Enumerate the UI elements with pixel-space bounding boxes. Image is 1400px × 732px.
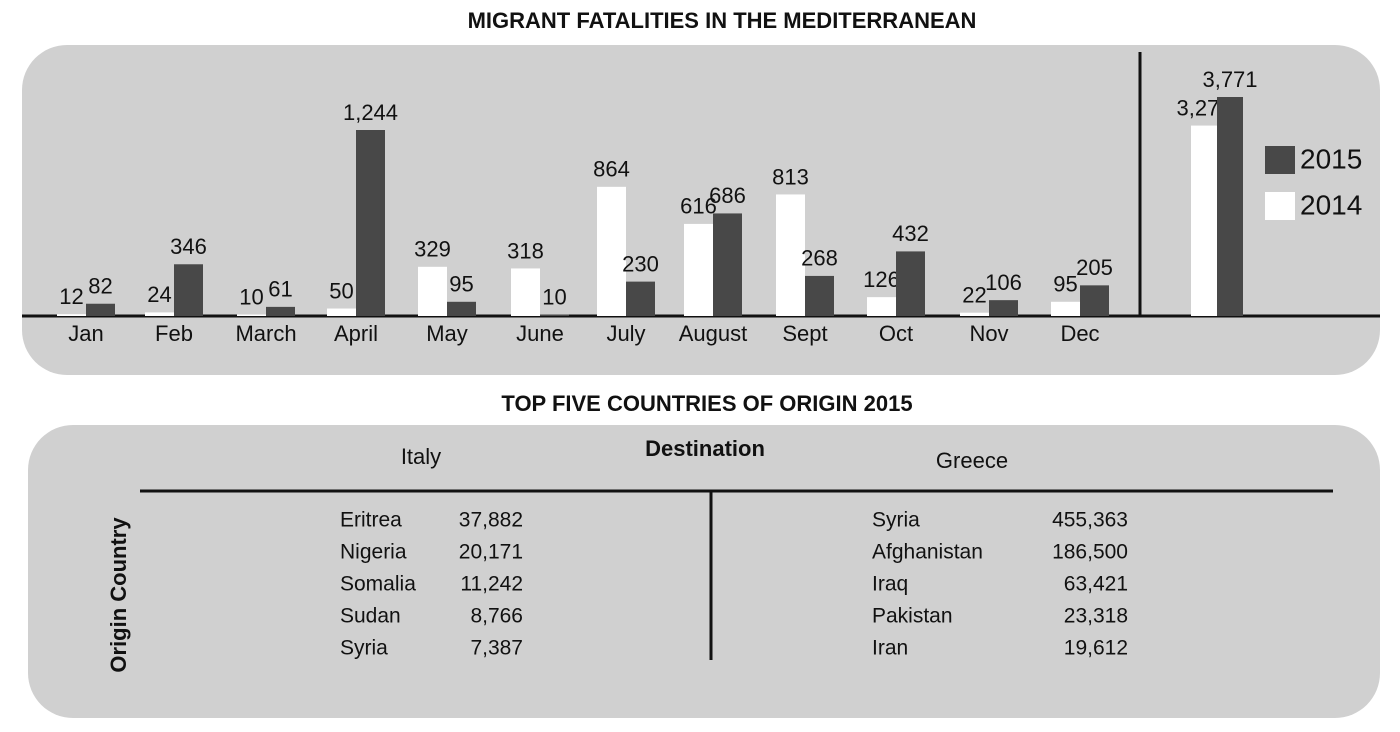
value-label: 268 [801,246,838,271]
migrant-count: 23,318 [1064,605,1128,628]
x-tick-label: May [426,321,468,346]
value-label: 329 [414,237,451,262]
bar [1217,97,1243,316]
legend-swatch [1265,192,1295,220]
bar [237,314,266,316]
row-header: Origin Country [106,517,131,673]
legend-label: 2015 [1300,143,1362,174]
origin-country: Afghanistan [872,541,983,564]
migrant-count: 19,612 [1064,637,1128,660]
migrant-count: 63,421 [1064,573,1128,596]
legend-label: 2014 [1300,189,1362,220]
origin-country: Nigeria [340,541,407,564]
bar [356,130,385,316]
value-label: 864 [593,157,630,182]
bar [867,297,896,316]
value-label: 82 [88,274,112,299]
table-title: TOP FIVE COUNTRIES OF ORIGIN 2015 [501,391,912,416]
bar [805,275,834,316]
value-label: 230 [622,251,659,276]
origin-country: Iraq [872,573,908,596]
bar [57,314,86,316]
origin-country: Iran [872,637,908,660]
bar [1080,285,1109,316]
x-tick-label: Oct [879,321,913,346]
value-label: 61 [268,277,292,302]
migrant-count: 20,171 [459,541,523,564]
origin-country: Syria [872,509,920,532]
bar [776,194,805,316]
x-tick-label: Nov [969,321,1008,346]
x-tick-label: Dec [1060,321,1099,346]
bar [960,312,989,316]
x-tick-label: June [516,321,564,346]
x-tick-label: July [606,321,645,346]
origin-country: Pakistan [872,605,953,628]
value-label: 1,244 [343,100,398,125]
value-label: 95 [449,272,473,297]
value-label: 50 [329,278,353,303]
origin-country: Somalia [340,573,416,596]
column-header: Italy [401,444,441,469]
value-label: 10 [542,284,566,309]
bar [896,251,925,316]
value-label: 346 [170,234,207,259]
value-label: 3,771 [1202,67,1257,92]
value-label: 432 [892,221,929,246]
value-label: 686 [709,183,746,208]
column-header: Greece [936,448,1008,473]
bar [1191,125,1217,317]
migrant-count: 455,363 [1052,509,1128,532]
value-label: 616 [680,194,717,219]
bar [684,223,713,316]
bar [713,213,742,316]
bar [597,186,626,316]
value-label: 12 [59,284,83,309]
value-label: 205 [1076,255,1113,280]
value-label: 95 [1053,272,1077,297]
table-panel [28,425,1380,718]
table-header: Destination [645,436,765,461]
bar [418,266,447,316]
origin-country: Sudan [340,605,401,628]
bar [145,312,174,316]
migrant-count: 37,882 [459,509,523,532]
migrant-count: 186,500 [1052,541,1128,564]
bar [327,308,356,316]
bar [540,314,569,316]
value-label: 22 [962,283,986,308]
migrant-count: 11,242 [460,573,523,596]
bar [989,300,1018,316]
bar [266,306,295,316]
bar [86,303,115,316]
bar [1051,301,1080,316]
origin-country: Eritrea [340,509,402,532]
value-label: 813 [772,164,809,189]
migrant-count: 8,766 [470,605,523,628]
value-label: 318 [507,238,544,263]
value-label: 24 [147,282,171,307]
bar [511,268,540,316]
bar [626,281,655,316]
value-label: 10 [239,284,263,309]
x-tick-label: March [235,321,296,346]
bar [447,301,476,316]
migrant-count: 7,387 [470,637,523,660]
x-tick-label: August [679,321,748,346]
x-tick-label: Sept [782,321,827,346]
value-label: 126 [863,267,900,292]
origin-country: Syria [340,637,388,660]
value-label: 106 [985,270,1022,295]
x-tick-label: Jan [68,321,103,346]
legend-swatch [1265,146,1295,174]
x-tick-label: April [334,321,378,346]
bar [174,264,203,316]
chart-title: MIGRANT FATALITIES IN THE MEDITERRANEAN [468,8,977,33]
x-tick-label: Feb [155,321,193,346]
